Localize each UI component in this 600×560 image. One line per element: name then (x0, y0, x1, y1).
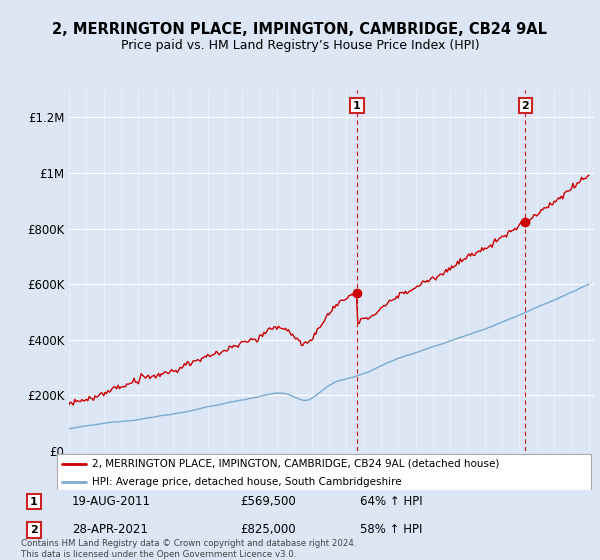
Text: 1: 1 (353, 101, 361, 111)
Text: 64% ↑ HPI: 64% ↑ HPI (360, 495, 422, 508)
Text: 58% ↑ HPI: 58% ↑ HPI (360, 524, 422, 536)
Text: £569,500: £569,500 (240, 495, 296, 508)
Text: 1: 1 (30, 497, 38, 507)
Text: 2, MERRINGTON PLACE, IMPINGTON, CAMBRIDGE, CB24 9AL (detached house): 2, MERRINGTON PLACE, IMPINGTON, CAMBRIDG… (92, 459, 499, 469)
Text: 19-AUG-2011: 19-AUG-2011 (72, 495, 151, 508)
Text: 2: 2 (30, 525, 38, 535)
Text: 2: 2 (521, 101, 529, 111)
Text: Contains HM Land Registry data © Crown copyright and database right 2024.
This d: Contains HM Land Registry data © Crown c… (21, 539, 356, 559)
Text: 28-APR-2021: 28-APR-2021 (72, 524, 148, 536)
Text: £825,000: £825,000 (240, 524, 296, 536)
Text: Price paid vs. HM Land Registry’s House Price Index (HPI): Price paid vs. HM Land Registry’s House … (121, 39, 479, 52)
Text: HPI: Average price, detached house, South Cambridgeshire: HPI: Average price, detached house, Sout… (92, 477, 401, 487)
Text: 2, MERRINGTON PLACE, IMPINGTON, CAMBRIDGE, CB24 9AL: 2, MERRINGTON PLACE, IMPINGTON, CAMBRIDG… (53, 22, 548, 38)
